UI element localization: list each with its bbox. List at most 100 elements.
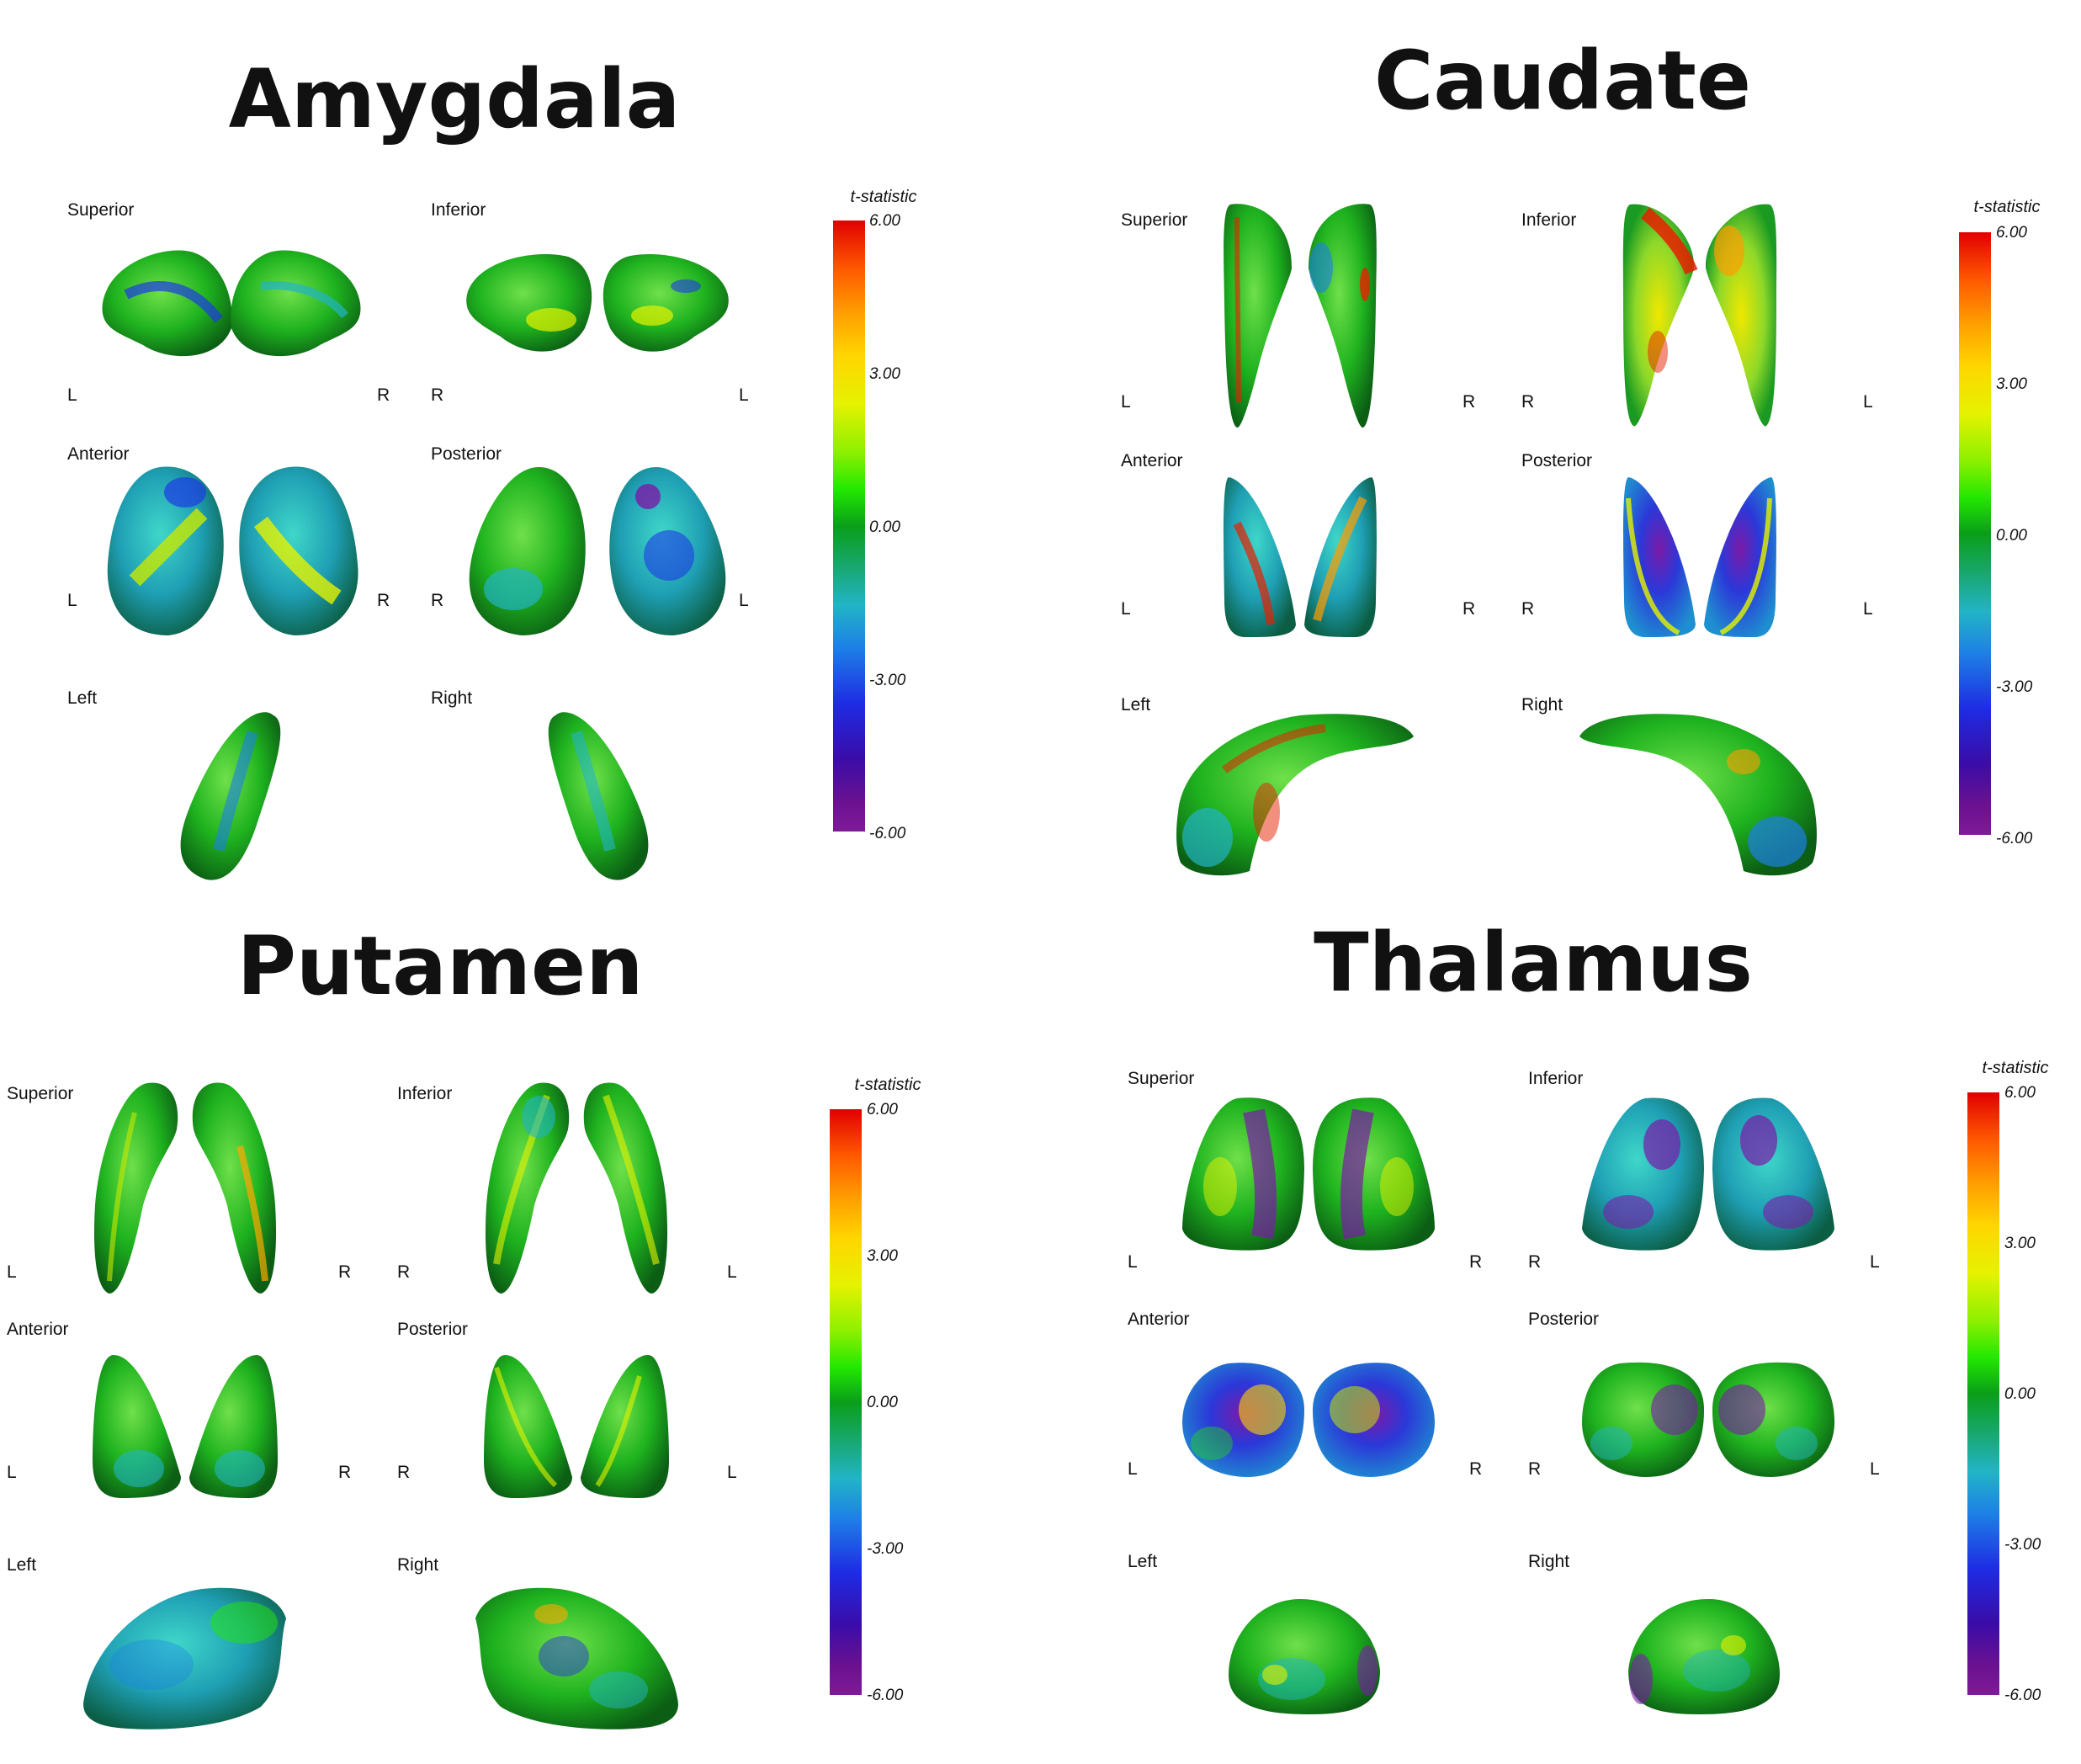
orientation-label: L xyxy=(727,1463,737,1482)
orientation-label: R xyxy=(1469,1459,1483,1479)
orientation-label: R xyxy=(1521,392,1535,412)
panel-title: Amygdala xyxy=(228,52,681,146)
view-label-left: Left xyxy=(1128,1552,1158,1571)
colorbar xyxy=(1959,232,1991,835)
amygdala-inferior-view xyxy=(466,254,729,352)
colorbar-tick: 0.00 xyxy=(867,1394,898,1411)
view-label-inferior: Inferior xyxy=(431,200,486,220)
orientation-label: R xyxy=(377,385,390,405)
view-label-inferior: Inferior xyxy=(1528,1069,1584,1088)
view-label-anterior: Anterior xyxy=(67,444,130,464)
view-label-superior: Superior xyxy=(67,200,135,220)
orientation-label: L xyxy=(7,1262,17,1282)
colorbar-tick: 3.00 xyxy=(2004,1235,2036,1252)
view-label-posterior: Posterior xyxy=(431,444,502,464)
orientation-label: L xyxy=(1121,599,1131,619)
view-label-right: Right xyxy=(397,1555,439,1575)
caudate-inferior-view xyxy=(1622,204,1777,427)
colorbar-tick: 0.00 xyxy=(869,518,900,536)
amygdala-left-view xyxy=(180,712,281,880)
orientation-label: L xyxy=(1128,1459,1138,1479)
putamen-inferior-view xyxy=(485,1082,668,1294)
orientation-label: R xyxy=(1528,1252,1542,1272)
amygdala-superior-view xyxy=(102,250,361,357)
orientation-label: R xyxy=(431,591,444,610)
colorbar-tick: 6.00 xyxy=(867,1101,898,1118)
view-label-inferior: Inferior xyxy=(1521,210,1577,230)
amygdala-anterior-view xyxy=(107,466,358,635)
colorbar-tick: 0.00 xyxy=(1996,527,2027,545)
colorbar xyxy=(1967,1092,1999,1695)
colorbar-tick: -3.00 xyxy=(2004,1536,2041,1554)
colorbar-tick: -3.00 xyxy=(1996,678,2033,696)
view-label-left: Left xyxy=(7,1555,37,1575)
orientation-label: L xyxy=(67,591,77,610)
view-label-inferior: Inferior xyxy=(397,1084,453,1103)
putamen-right-view xyxy=(475,1587,678,1729)
colorbar-tick: -6.00 xyxy=(869,825,906,842)
view-label-right: Right xyxy=(1521,695,1563,715)
colorbar-tick: 3.00 xyxy=(1996,375,2027,393)
panel-title: Putamen xyxy=(236,919,644,1013)
caudate-posterior-view xyxy=(1623,477,1776,637)
view-label-anterior: Anterior xyxy=(1128,1310,1190,1329)
putamen-posterior-view xyxy=(484,1355,669,1498)
orientation-label: L xyxy=(1121,392,1131,412)
colorbar-tick: 6.00 xyxy=(2004,1084,2036,1102)
colorbar-title: t-statistic xyxy=(1982,1059,2049,1077)
colorbar-tick: 3.00 xyxy=(867,1247,898,1265)
amygdala-right-view xyxy=(548,712,649,880)
orientation-label: L xyxy=(67,385,77,405)
orientation-label: R xyxy=(1463,392,1476,412)
orientation-label: L xyxy=(1870,1252,1880,1272)
thalamus-right-view xyxy=(1628,1599,1780,1714)
view-label-left: Left xyxy=(1121,695,1151,715)
orientation-label: L xyxy=(1128,1252,1138,1272)
colorbar-tick: 0.00 xyxy=(2004,1385,2036,1403)
orientation-label: L xyxy=(7,1463,17,1482)
colorbar-title: t-statistic xyxy=(854,1076,921,1094)
view-label-right: Right xyxy=(1528,1552,1570,1571)
orientation-label: R xyxy=(397,1463,411,1482)
orientation-label: L xyxy=(1863,599,1873,619)
colorbar-tick: -6.00 xyxy=(2004,1687,2041,1704)
thalamus-left-view xyxy=(1229,1599,1380,1714)
colorbar xyxy=(830,1109,862,1695)
panel-title: Caudate xyxy=(1373,34,1752,128)
view-label-posterior: Posterior xyxy=(1528,1310,1600,1329)
orientation-label: R xyxy=(377,591,390,610)
caudate-right-view xyxy=(1579,714,1817,876)
thalamus-superior-view xyxy=(1182,1097,1435,1251)
orientation-label: R xyxy=(1528,1459,1542,1479)
view-label-anterior: Anterior xyxy=(1121,451,1183,470)
colorbar-tick: 6.00 xyxy=(1996,224,2027,242)
panel-title: Thalamus xyxy=(1314,916,1753,1010)
thalamus-posterior-view xyxy=(1582,1362,1834,1477)
orientation-label: R xyxy=(1469,1252,1483,1272)
orientation-label: L xyxy=(739,591,749,610)
colorbar xyxy=(833,220,865,832)
view-label-superior: Superior xyxy=(7,1084,74,1103)
putamen-superior-view xyxy=(93,1082,277,1294)
thalamus-anterior-view xyxy=(1182,1363,1435,1477)
colorbar-title: t-statistic xyxy=(850,188,917,206)
colorbar-tick: 3.00 xyxy=(869,365,900,383)
orientation-label: L xyxy=(739,385,749,405)
view-label-superior: Superior xyxy=(1121,210,1188,230)
orientation-label: L xyxy=(1870,1459,1880,1479)
orientation-label: L xyxy=(727,1262,737,1282)
orientation-label: R xyxy=(338,1262,352,1282)
orientation-label: R xyxy=(431,385,444,405)
thalamus-inferior-view xyxy=(1582,1097,1834,1251)
orientation-label: R xyxy=(397,1262,411,1282)
colorbar-tick: -3.00 xyxy=(867,1540,904,1558)
view-label-right: Right xyxy=(431,688,473,708)
colorbar-tick: 6.00 xyxy=(869,212,900,230)
orientation-label: R xyxy=(1463,599,1476,619)
colorbar-tick: -6.00 xyxy=(1996,830,2033,847)
colorbar-tick: -3.00 xyxy=(869,672,906,689)
view-label-posterior: Posterior xyxy=(1521,451,1593,470)
amygdala-posterior-view xyxy=(469,467,726,635)
putamen-left-view xyxy=(83,1587,287,1729)
view-label-left: Left xyxy=(67,688,98,708)
